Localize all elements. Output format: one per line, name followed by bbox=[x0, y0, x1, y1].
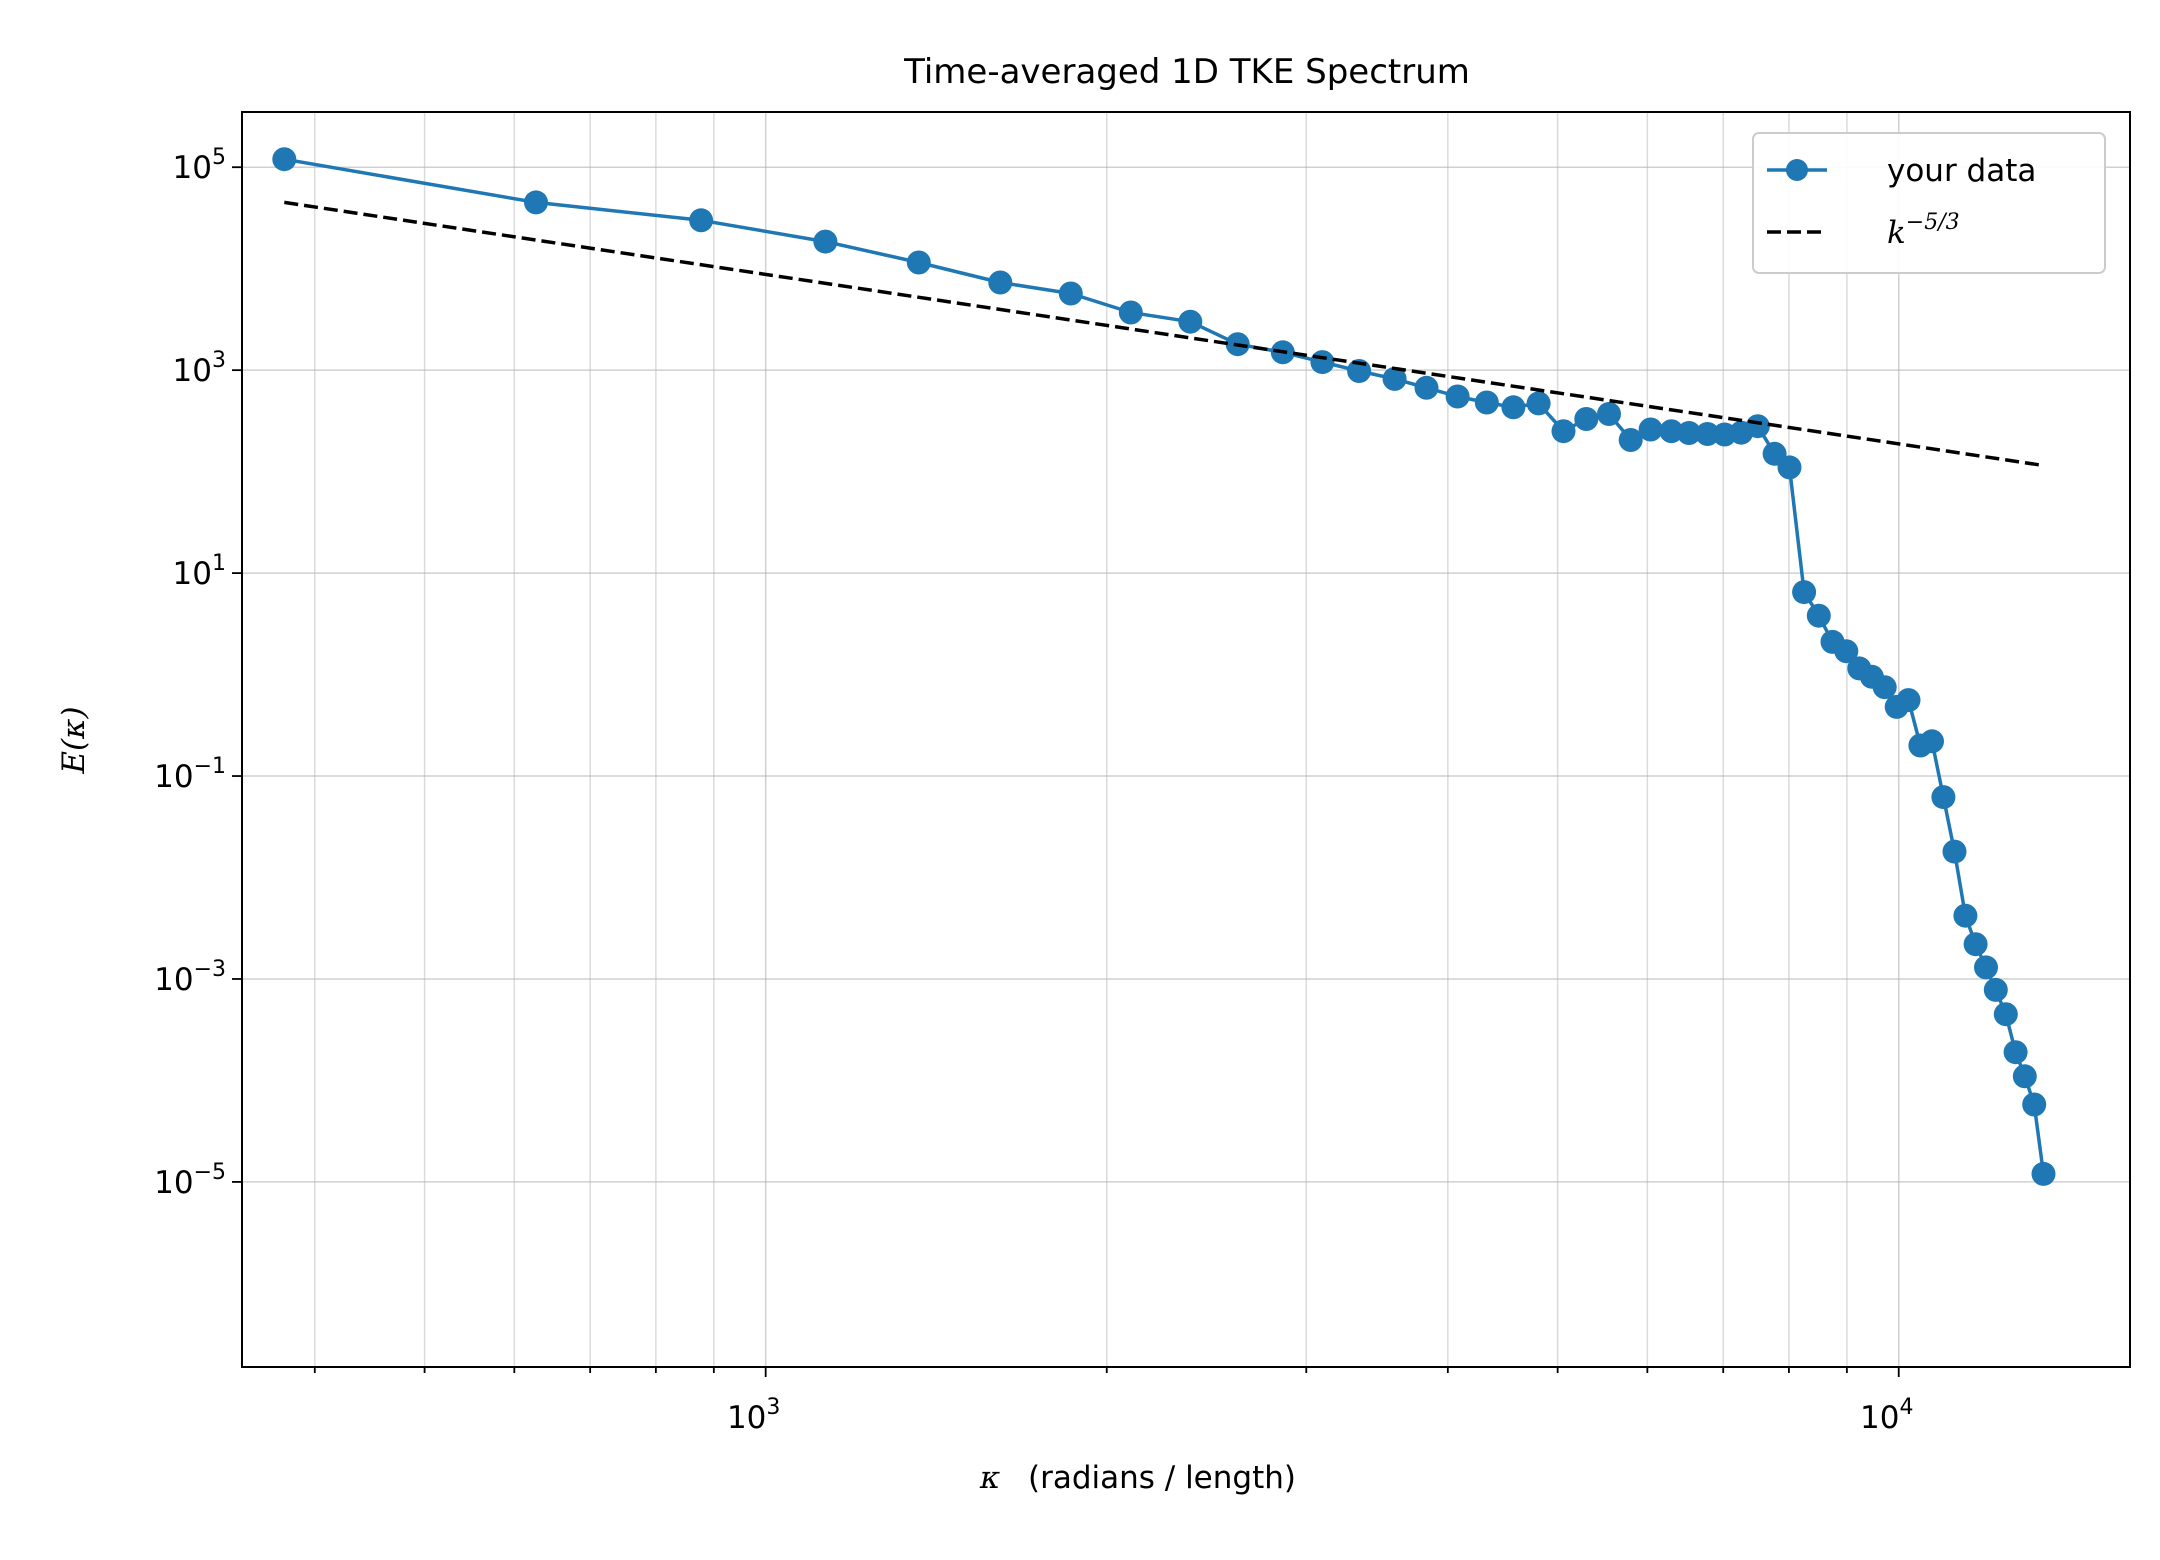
data-point bbox=[272, 147, 297, 172]
chart-title: Time-averaged 1D TKE Spectrum bbox=[903, 52, 1470, 92]
data-point bbox=[1920, 729, 1944, 754]
data-point bbox=[1474, 390, 1499, 415]
data-point bbox=[906, 250, 931, 275]
data-point bbox=[1942, 839, 1967, 864]
data-point bbox=[689, 208, 714, 233]
data-point bbox=[1695, 422, 1720, 446]
y-tick-label: 10−3 bbox=[154, 957, 226, 998]
data-point bbox=[2031, 1161, 2056, 1186]
y-tick-label: 101 bbox=[173, 551, 226, 592]
x-axis-label: κ (radians / length) bbox=[979, 1460, 1296, 1496]
data-point bbox=[1872, 675, 1897, 700]
data-point bbox=[1058, 281, 1083, 306]
y-tick-label: 103 bbox=[173, 348, 226, 389]
data-point bbox=[1963, 932, 1988, 957]
data-point bbox=[1574, 407, 1599, 431]
data-point bbox=[988, 270, 1013, 295]
data-point bbox=[1445, 384, 1470, 409]
legend-label-kolmogorov-base: k bbox=[1887, 215, 1906, 251]
x-tick-label: 103 bbox=[727, 1395, 780, 1436]
legend-marker-your-data bbox=[1786, 159, 1808, 181]
data-point bbox=[1659, 419, 1684, 444]
data-point bbox=[1777, 455, 1802, 480]
y-tick-label: 105 bbox=[173, 145, 226, 186]
data-point bbox=[2022, 1092, 2047, 1117]
data-point bbox=[2003, 1040, 2028, 1065]
x-axis-label-symbol: κ bbox=[979, 1460, 1000, 1496]
data-point bbox=[1501, 395, 1526, 420]
plot-frame bbox=[241, 111, 2131, 1368]
series-line-1 bbox=[284, 200, 2044, 468]
data-point bbox=[1118, 300, 1143, 325]
data-point bbox=[1551, 419, 1576, 444]
data-point bbox=[1806, 603, 1831, 628]
legend-box bbox=[1752, 132, 2106, 274]
data-point bbox=[1993, 1002, 2018, 1027]
data-point bbox=[1974, 955, 1998, 980]
data-point bbox=[1931, 785, 1956, 810]
data-point bbox=[1414, 375, 1439, 400]
data-point bbox=[1382, 366, 1407, 391]
data-point bbox=[1896, 688, 1921, 713]
data-point bbox=[1597, 402, 1621, 426]
data-point bbox=[1638, 417, 1663, 442]
y-axis-label: E(κ) bbox=[56, 706, 92, 774]
data-point bbox=[813, 229, 838, 254]
legend-label-your-data: your data bbox=[1887, 153, 2036, 189]
data-point bbox=[524, 190, 548, 215]
x-tick-label: 104 bbox=[1860, 1395, 1913, 1436]
legend-label-kolmogorov: k−5/3 bbox=[1887, 210, 1960, 251]
data-point bbox=[1953, 903, 1978, 928]
legend-label-kolmogorov-exponent: −5/3 bbox=[1906, 210, 1960, 235]
data-point bbox=[1178, 309, 1203, 334]
y-tick-label: 10−5 bbox=[154, 1160, 226, 1201]
data-point bbox=[1792, 580, 1817, 605]
data-point bbox=[1310, 350, 1335, 375]
plot-series bbox=[272, 147, 2056, 1186]
legend: your data k−5/3 bbox=[1752, 132, 2106, 274]
data-point bbox=[1618, 428, 1643, 452]
x-axis-label-text: (radians / length) bbox=[1028, 1460, 1296, 1496]
data-point bbox=[1834, 639, 1859, 664]
y-tick-label: 10−1 bbox=[154, 754, 226, 795]
axis-ticks: 103 104 105 103 101 10−1 10−3 10−5 bbox=[154, 145, 1913, 1436]
grid bbox=[242, 112, 2130, 1367]
data-point bbox=[2012, 1064, 2037, 1089]
data-point bbox=[1983, 977, 2008, 1002]
data-point bbox=[1526, 391, 1551, 416]
data-point bbox=[1745, 414, 1770, 439]
data-point bbox=[1677, 421, 1701, 445]
